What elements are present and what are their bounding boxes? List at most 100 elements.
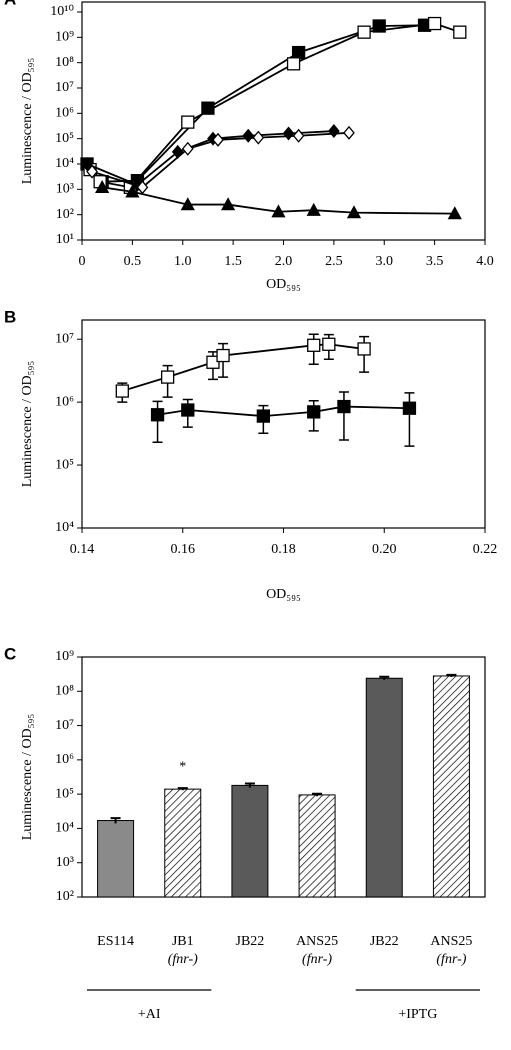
group-label: +AI bbox=[138, 1007, 161, 1022]
y-tick-label: 10⁸ bbox=[55, 55, 74, 70]
point bbox=[216, 348, 230, 363]
point bbox=[171, 144, 184, 159]
point bbox=[86, 164, 98, 179]
plot-frame bbox=[81, 1, 486, 241]
y-axis-label: Luminescence / OD₅₉₅ bbox=[20, 361, 35, 488]
point bbox=[286, 57, 301, 71]
y-tick-label: 10⁴ bbox=[55, 821, 74, 836]
x-tick-sublabel: (fnr-) bbox=[302, 952, 332, 967]
y-tick-label: 10⁴ bbox=[55, 520, 74, 535]
point bbox=[328, 124, 340, 139]
y-tick-label: 10⁴ bbox=[55, 156, 74, 171]
x-tick-label: JB22 bbox=[370, 934, 399, 949]
x-tick-label: 1.5 bbox=[224, 254, 242, 269]
x-tick-label: JB1 bbox=[172, 934, 194, 949]
point bbox=[322, 337, 336, 351]
panel-letter: B bbox=[4, 307, 16, 326]
x-tick-label: 3.0 bbox=[376, 254, 394, 269]
annotation: * bbox=[179, 759, 186, 774]
point bbox=[212, 132, 224, 147]
x-tick-label: 2.5 bbox=[325, 254, 343, 269]
y-tick-label: 10⁵ bbox=[55, 131, 74, 146]
panel-letter: A bbox=[4, 0, 16, 8]
error-bar bbox=[338, 391, 349, 441]
x-tick-label: 0.20 bbox=[372, 542, 397, 557]
error-bar bbox=[379, 675, 390, 680]
group-label: +IPTG bbox=[398, 1007, 437, 1022]
y-tick-label: 10¹⁰ bbox=[50, 4, 74, 19]
bar bbox=[97, 820, 135, 898]
point bbox=[115, 384, 129, 398]
y-tick-label: 10² bbox=[56, 207, 74, 222]
bar bbox=[365, 677, 403, 898]
x-tick-label: 0 bbox=[79, 254, 86, 269]
y-tick-label: 10³ bbox=[56, 855, 74, 870]
point bbox=[291, 45, 306, 60]
y-tick-label: 10⁶ bbox=[55, 106, 74, 121]
y-tick-label: 10² bbox=[56, 889, 74, 904]
point bbox=[95, 179, 110, 193]
point bbox=[427, 16, 442, 31]
panel-letter: C bbox=[4, 644, 16, 663]
y-tick-label: 10⁷ bbox=[55, 718, 74, 733]
y-tick-label: 10⁷ bbox=[55, 80, 74, 95]
point bbox=[271, 204, 286, 218]
error-bar bbox=[446, 673, 457, 678]
x-tick-label: 1.0 bbox=[174, 254, 192, 269]
x-tick-label: 0.14 bbox=[70, 542, 95, 557]
y-tick-label: 10⁵ bbox=[55, 457, 74, 472]
point bbox=[343, 125, 355, 140]
point bbox=[242, 128, 255, 143]
point bbox=[346, 205, 362, 219]
x-axis-label: OD₅₉₅ bbox=[266, 587, 301, 602]
point bbox=[81, 156, 93, 172]
point bbox=[180, 197, 195, 211]
point bbox=[256, 409, 271, 423]
x-tick-label: JB22 bbox=[236, 934, 265, 949]
point bbox=[181, 403, 195, 417]
x-tick-label: 2.0 bbox=[275, 254, 293, 269]
error-bar bbox=[177, 787, 188, 791]
point bbox=[292, 128, 305, 143]
point bbox=[220, 197, 236, 211]
point bbox=[357, 25, 371, 39]
x-tick-label: ANS25 bbox=[296, 934, 338, 949]
x-tick-label: ES114 bbox=[97, 934, 134, 949]
y-tick-label: 10⁷ bbox=[55, 331, 74, 346]
point bbox=[181, 115, 195, 129]
series-line bbox=[157, 405, 410, 417]
y-axis-label: Luminescence / OD₅₉₅ bbox=[20, 58, 35, 185]
error-bar bbox=[312, 792, 323, 797]
y-tick-label: 10⁶ bbox=[55, 394, 74, 409]
x-tick-label: ANS25 bbox=[430, 934, 472, 949]
point bbox=[181, 141, 194, 156]
bar bbox=[432, 675, 470, 898]
y-tick-label: 10³ bbox=[56, 182, 74, 197]
x-tick-label: 3.5 bbox=[426, 254, 444, 269]
x-tick-sublabel: (fnr-) bbox=[168, 952, 198, 967]
y-tick-label: 10⁹ bbox=[55, 649, 74, 664]
point bbox=[150, 408, 165, 422]
point bbox=[252, 130, 265, 145]
point bbox=[282, 126, 295, 141]
x-tick-label: 4.0 bbox=[476, 254, 494, 269]
point bbox=[337, 399, 351, 414]
y-tick-label: 10⁹ bbox=[55, 30, 74, 45]
plot-frame bbox=[81, 656, 486, 898]
y-tick-label: 10¹ bbox=[56, 232, 74, 247]
point bbox=[160, 370, 175, 384]
point bbox=[307, 338, 321, 352]
series-line bbox=[122, 343, 365, 392]
x-axis-label: OD₅₉₅ bbox=[266, 277, 301, 292]
point bbox=[306, 202, 321, 216]
x-tick-label: 0.5 bbox=[124, 254, 142, 269]
point bbox=[206, 355, 220, 369]
point bbox=[447, 206, 462, 220]
series-line bbox=[89, 22, 461, 189]
y-tick-label: 10⁸ bbox=[55, 684, 74, 699]
point bbox=[402, 401, 417, 415]
x-tick-sublabel: (fnr-) bbox=[436, 952, 466, 967]
bar bbox=[231, 784, 269, 898]
plot-frame bbox=[81, 319, 486, 529]
